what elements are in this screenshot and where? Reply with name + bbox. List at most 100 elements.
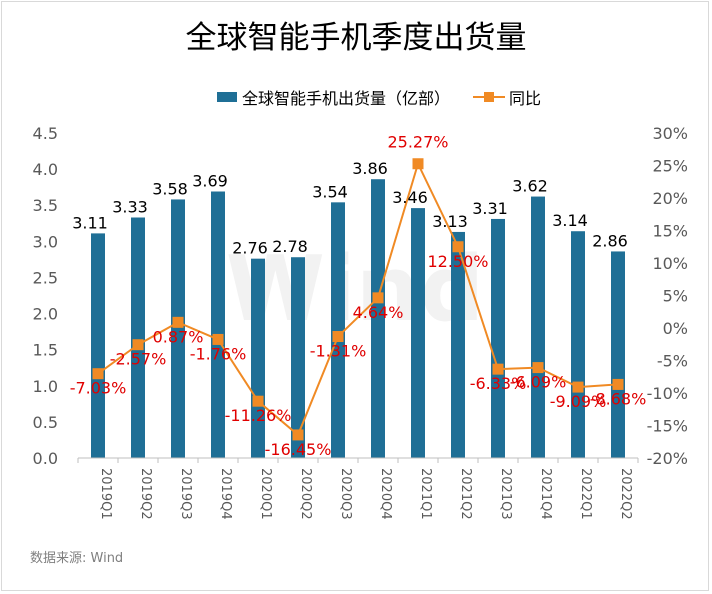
right-tick-label: 20%: [652, 189, 688, 208]
yoy-value-label: -1.31%: [310, 342, 367, 361]
bar: [171, 199, 185, 458]
bar-value-label: 3.11: [72, 213, 108, 232]
left-tick-label: 3.5: [33, 196, 58, 215]
yoy-value-label: -7.03%: [70, 379, 127, 398]
x-tick-label: 2020Q3: [338, 468, 353, 520]
bar: [451, 231, 465, 458]
left-tick-label: 2.0: [33, 305, 58, 324]
left-tick-label: 3.0: [33, 232, 58, 251]
bar-value-label: 2.86: [592, 231, 628, 250]
yoy-value-label: -8.68%: [590, 389, 647, 408]
yoy-marker: [132, 339, 144, 351]
legend-bar-label: 全球智能手机出货量（亿部）: [242, 89, 450, 108]
bar: [331, 202, 345, 458]
x-tick-label: 2019Q2: [138, 468, 153, 520]
yoy-series: [92, 158, 624, 441]
legend-line-label: 同比: [509, 89, 541, 108]
bar-value-label: 3.33: [112, 198, 148, 217]
right-tick-label: 30%: [652, 124, 688, 143]
x-tick-label: 2019Q4: [218, 468, 233, 520]
right-tick-label: 15%: [652, 222, 688, 241]
yoy-value-label: 25.27%: [387, 133, 448, 152]
left-tick-label: 1.5: [33, 341, 58, 360]
left-tick-label: 1.0: [33, 377, 58, 396]
yoy-labels: -7.03% -2.57% 0.87%-1.76% -11.26% -16.45% -1.…: [70, 133, 647, 459]
left-tick-label: 2.5: [33, 268, 58, 287]
yoy-value-label: -6.09%: [510, 373, 567, 392]
bar-value-label: 3.69: [192, 172, 228, 191]
bar-value-label: 3.31: [472, 199, 508, 218]
yoy-value-label: -16.45%: [265, 440, 332, 459]
yoy-marker: [292, 429, 304, 441]
right-tick-label: -10%: [647, 384, 688, 403]
legend-line-marker: [484, 92, 494, 102]
legend: 全球智能手机出货量（亿部） 同比: [217, 89, 541, 108]
bar-value-label: 3.62: [512, 177, 548, 196]
yoy-value-label: 0.87%: [153, 327, 204, 346]
yoy-line: [97, 160, 619, 437]
yoy-value-label: -11.26%: [225, 406, 292, 425]
right-tick-label: -20%: [647, 449, 688, 468]
x-tick-label: 2020Q1: [258, 468, 273, 520]
bar: [91, 233, 105, 458]
yoy-marker: [92, 368, 104, 380]
right-tick-label: 10%: [652, 254, 688, 273]
left-axis: 0.0 0.5 1.0 1.5 2.0 2.5 3.0 3.5 4.0 4.5: [33, 124, 58, 468]
x-tick-label: 2021Q4: [538, 468, 553, 520]
bar: [211, 191, 225, 458]
bar-value-label: 3.54: [312, 182, 348, 201]
left-tick-label: 0.0: [33, 449, 58, 468]
bar: [611, 251, 625, 458]
bar-value-label: 3.14: [552, 211, 588, 230]
right-tick-label: -5%: [657, 352, 688, 371]
right-tick-label: 0%: [663, 319, 688, 338]
x-tick-label: 2021Q2: [458, 468, 473, 520]
left-tick-label: 4.5: [33, 124, 58, 143]
yoy-marker: [532, 362, 544, 374]
bar-value-label: 3.58: [152, 179, 188, 198]
x-tick-label: 2022Q2: [618, 468, 633, 520]
x-tick-label: 2019Q3: [178, 468, 193, 520]
bar-value-label: 3.86: [352, 159, 388, 178]
bar-value-label: 2.76: [232, 239, 268, 258]
chart-title: 全球智能手机季度出货量: [186, 20, 527, 56]
yoy-value-label: 12.50%: [427, 252, 488, 271]
x-tick-label: 2022Q1: [578, 468, 593, 520]
x-tick-label: 2021Q3: [498, 468, 513, 520]
left-tick-label: 0.5: [33, 413, 58, 432]
bar: [411, 208, 425, 458]
right-tick-label: 25%: [652, 157, 688, 176]
bar-value-label: 3.46: [392, 188, 428, 207]
x-tick-label: 2020Q2: [298, 468, 313, 520]
right-tick-label: 5%: [663, 287, 688, 306]
yoy-marker: [212, 333, 224, 345]
yoy-marker: [612, 378, 624, 390]
bar: [491, 218, 505, 458]
yoy-marker: [172, 316, 184, 328]
x-tick-label: 2020Q4: [378, 468, 393, 520]
bar: [291, 257, 305, 458]
bar: [371, 179, 385, 458]
left-tick-label: 4.0: [33, 160, 58, 179]
bar: [251, 258, 265, 458]
right-tick-label: -15%: [647, 417, 688, 436]
yoy-value-label: 4.64%: [353, 303, 404, 322]
yoy-value-label: -6.33%: [470, 374, 527, 393]
bar: [131, 217, 145, 458]
bar-value-label: 2.78: [272, 237, 308, 256]
yoy-marker: [332, 331, 344, 343]
yoy-marker: [572, 381, 584, 393]
yoy-marker: [452, 241, 464, 253]
x-tick-label: 2021Q1: [418, 468, 433, 520]
legend-bar-swatch: [217, 92, 237, 102]
x-axis: 2019Q1 2019Q2 2019Q3 2019Q4 2020Q1 2020Q2 2020…: [77, 457, 639, 520]
source-note: 数据来源: Wind: [30, 551, 123, 566]
yoy-value-label: -2.57%: [110, 350, 167, 369]
yoy-value-label: -9.09%: [550, 392, 607, 411]
bar: [571, 231, 585, 458]
yoy-marker: [412, 158, 424, 170]
watermark: Wind: [226, 237, 485, 342]
yoy-marker: [252, 395, 264, 407]
